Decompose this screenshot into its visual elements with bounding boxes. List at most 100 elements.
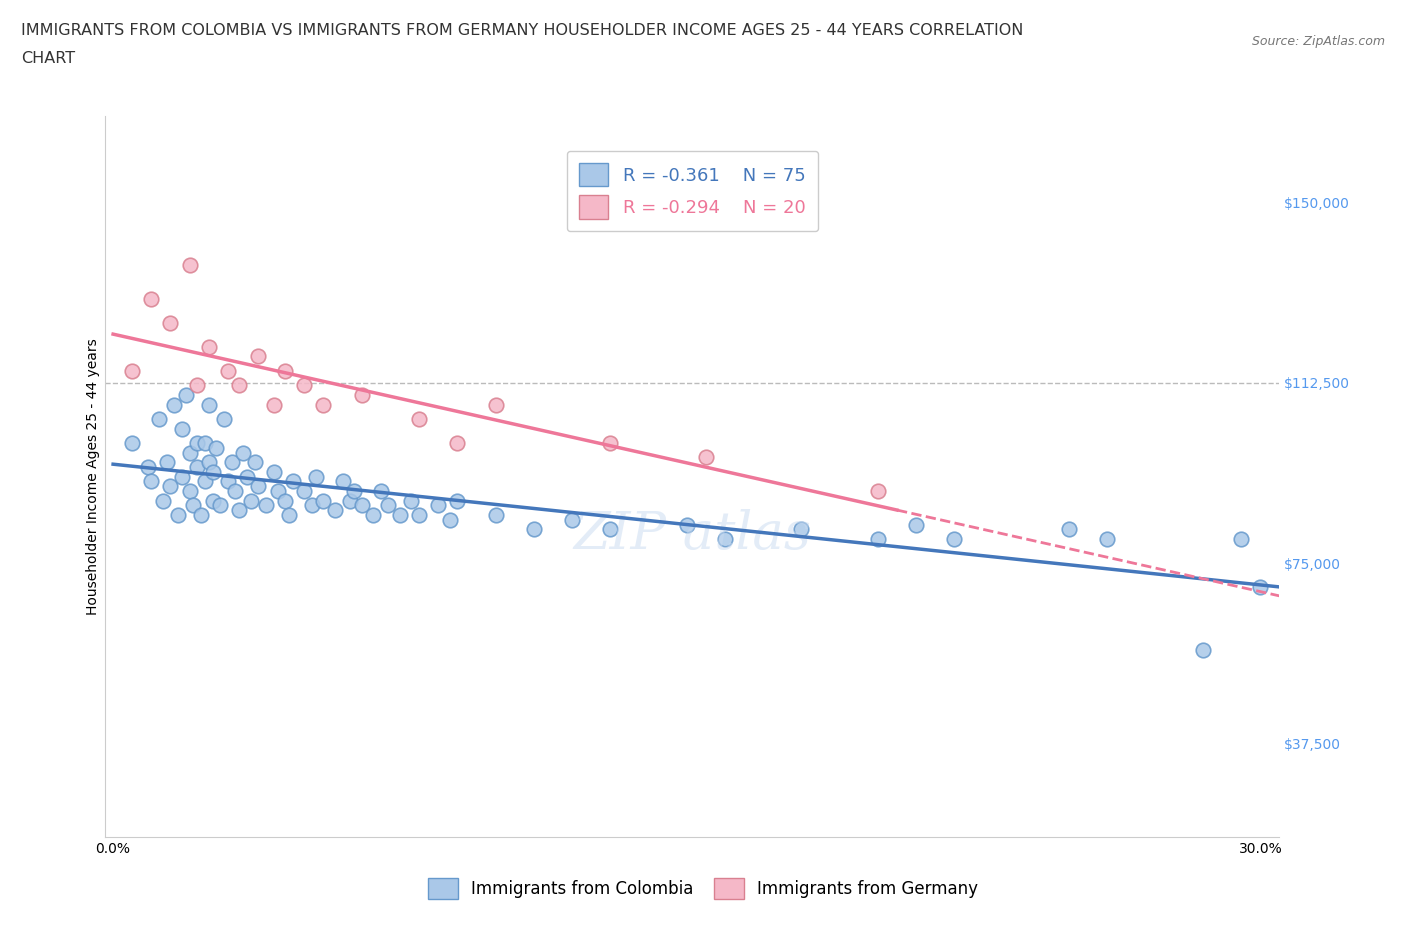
Point	[136, 459, 159, 474]
Point	[197, 397, 219, 412]
Point	[148, 411, 170, 426]
Point	[156, 455, 179, 470]
Point	[361, 508, 384, 523]
Point	[301, 498, 323, 513]
Text: CHART: CHART	[21, 51, 75, 66]
Y-axis label: Householder Income Ages 25 - 44 years: Householder Income Ages 25 - 44 years	[86, 339, 100, 615]
Point	[228, 503, 250, 518]
Point	[377, 498, 399, 513]
Point	[201, 493, 224, 508]
Point	[714, 532, 737, 547]
Point	[197, 339, 219, 354]
Point	[401, 493, 423, 508]
Point	[408, 508, 430, 523]
Text: ZIP atlas: ZIP atlas	[574, 509, 811, 560]
Point	[247, 349, 270, 364]
Point	[236, 469, 259, 484]
Point	[1230, 532, 1253, 547]
Point	[186, 378, 208, 392]
Point	[217, 474, 239, 489]
Point	[439, 512, 461, 527]
Point	[263, 397, 285, 412]
Point	[339, 493, 361, 508]
Point	[1249, 579, 1271, 594]
Point	[205, 441, 228, 456]
Point	[167, 508, 190, 523]
Point	[305, 469, 328, 484]
Point	[599, 522, 621, 537]
Point	[446, 435, 468, 450]
Point	[247, 479, 270, 494]
Point	[866, 484, 889, 498]
Point	[323, 503, 346, 518]
Point	[239, 493, 262, 508]
Point	[312, 493, 335, 508]
Point	[408, 411, 430, 426]
Point	[274, 364, 297, 379]
Point	[599, 435, 621, 450]
Point	[194, 474, 217, 489]
Point	[484, 397, 506, 412]
Point	[179, 484, 201, 498]
Point	[427, 498, 450, 513]
Point	[121, 364, 143, 379]
Point	[243, 455, 266, 470]
Point	[217, 364, 239, 379]
Point	[212, 411, 235, 426]
Point	[350, 498, 373, 513]
Point	[174, 388, 197, 403]
Point	[278, 508, 301, 523]
Point	[523, 522, 546, 537]
Point	[263, 464, 285, 479]
Point	[152, 493, 174, 508]
Point	[675, 517, 697, 532]
Point	[186, 435, 208, 450]
Point	[221, 455, 243, 470]
Text: Source: ZipAtlas.com: Source: ZipAtlas.com	[1251, 35, 1385, 48]
Point	[266, 484, 288, 498]
Point	[170, 469, 193, 484]
Point	[232, 445, 254, 460]
Point	[332, 474, 354, 489]
Point	[905, 517, 928, 532]
Point	[170, 421, 193, 436]
Point	[350, 388, 373, 403]
Point	[484, 508, 506, 523]
Point	[201, 464, 224, 479]
Point	[186, 459, 208, 474]
Point	[183, 498, 205, 513]
Point	[292, 378, 315, 392]
Legend: Immigrants from Colombia, Immigrants from Germany: Immigrants from Colombia, Immigrants fro…	[419, 870, 987, 908]
Point	[197, 455, 219, 470]
Point	[561, 512, 583, 527]
Point	[190, 508, 212, 523]
Point	[194, 435, 217, 450]
Point	[790, 522, 813, 537]
Point	[446, 493, 468, 508]
Point	[312, 397, 335, 412]
Point	[179, 258, 201, 272]
Point	[254, 498, 277, 513]
Point	[209, 498, 232, 513]
Point	[292, 484, 315, 498]
Point	[163, 397, 186, 412]
Point	[274, 493, 297, 508]
Point	[141, 291, 163, 306]
Point	[1192, 642, 1215, 657]
Point	[695, 450, 717, 465]
Point	[388, 508, 411, 523]
Point	[1097, 532, 1119, 547]
Point	[159, 479, 181, 494]
Legend: R = -0.361    N = 75, R = -0.294    N = 20: R = -0.361 N = 75, R = -0.294 N = 20	[567, 151, 818, 232]
Point	[141, 474, 163, 489]
Point	[943, 532, 966, 547]
Point	[866, 532, 889, 547]
Text: IMMIGRANTS FROM COLOMBIA VS IMMIGRANTS FROM GERMANY HOUSEHOLDER INCOME AGES 25 -: IMMIGRANTS FROM COLOMBIA VS IMMIGRANTS F…	[21, 23, 1024, 38]
Point	[1057, 522, 1080, 537]
Point	[224, 484, 246, 498]
Point	[228, 378, 250, 392]
Point	[281, 474, 304, 489]
Point	[159, 315, 181, 330]
Point	[343, 484, 366, 498]
Point	[179, 445, 201, 460]
